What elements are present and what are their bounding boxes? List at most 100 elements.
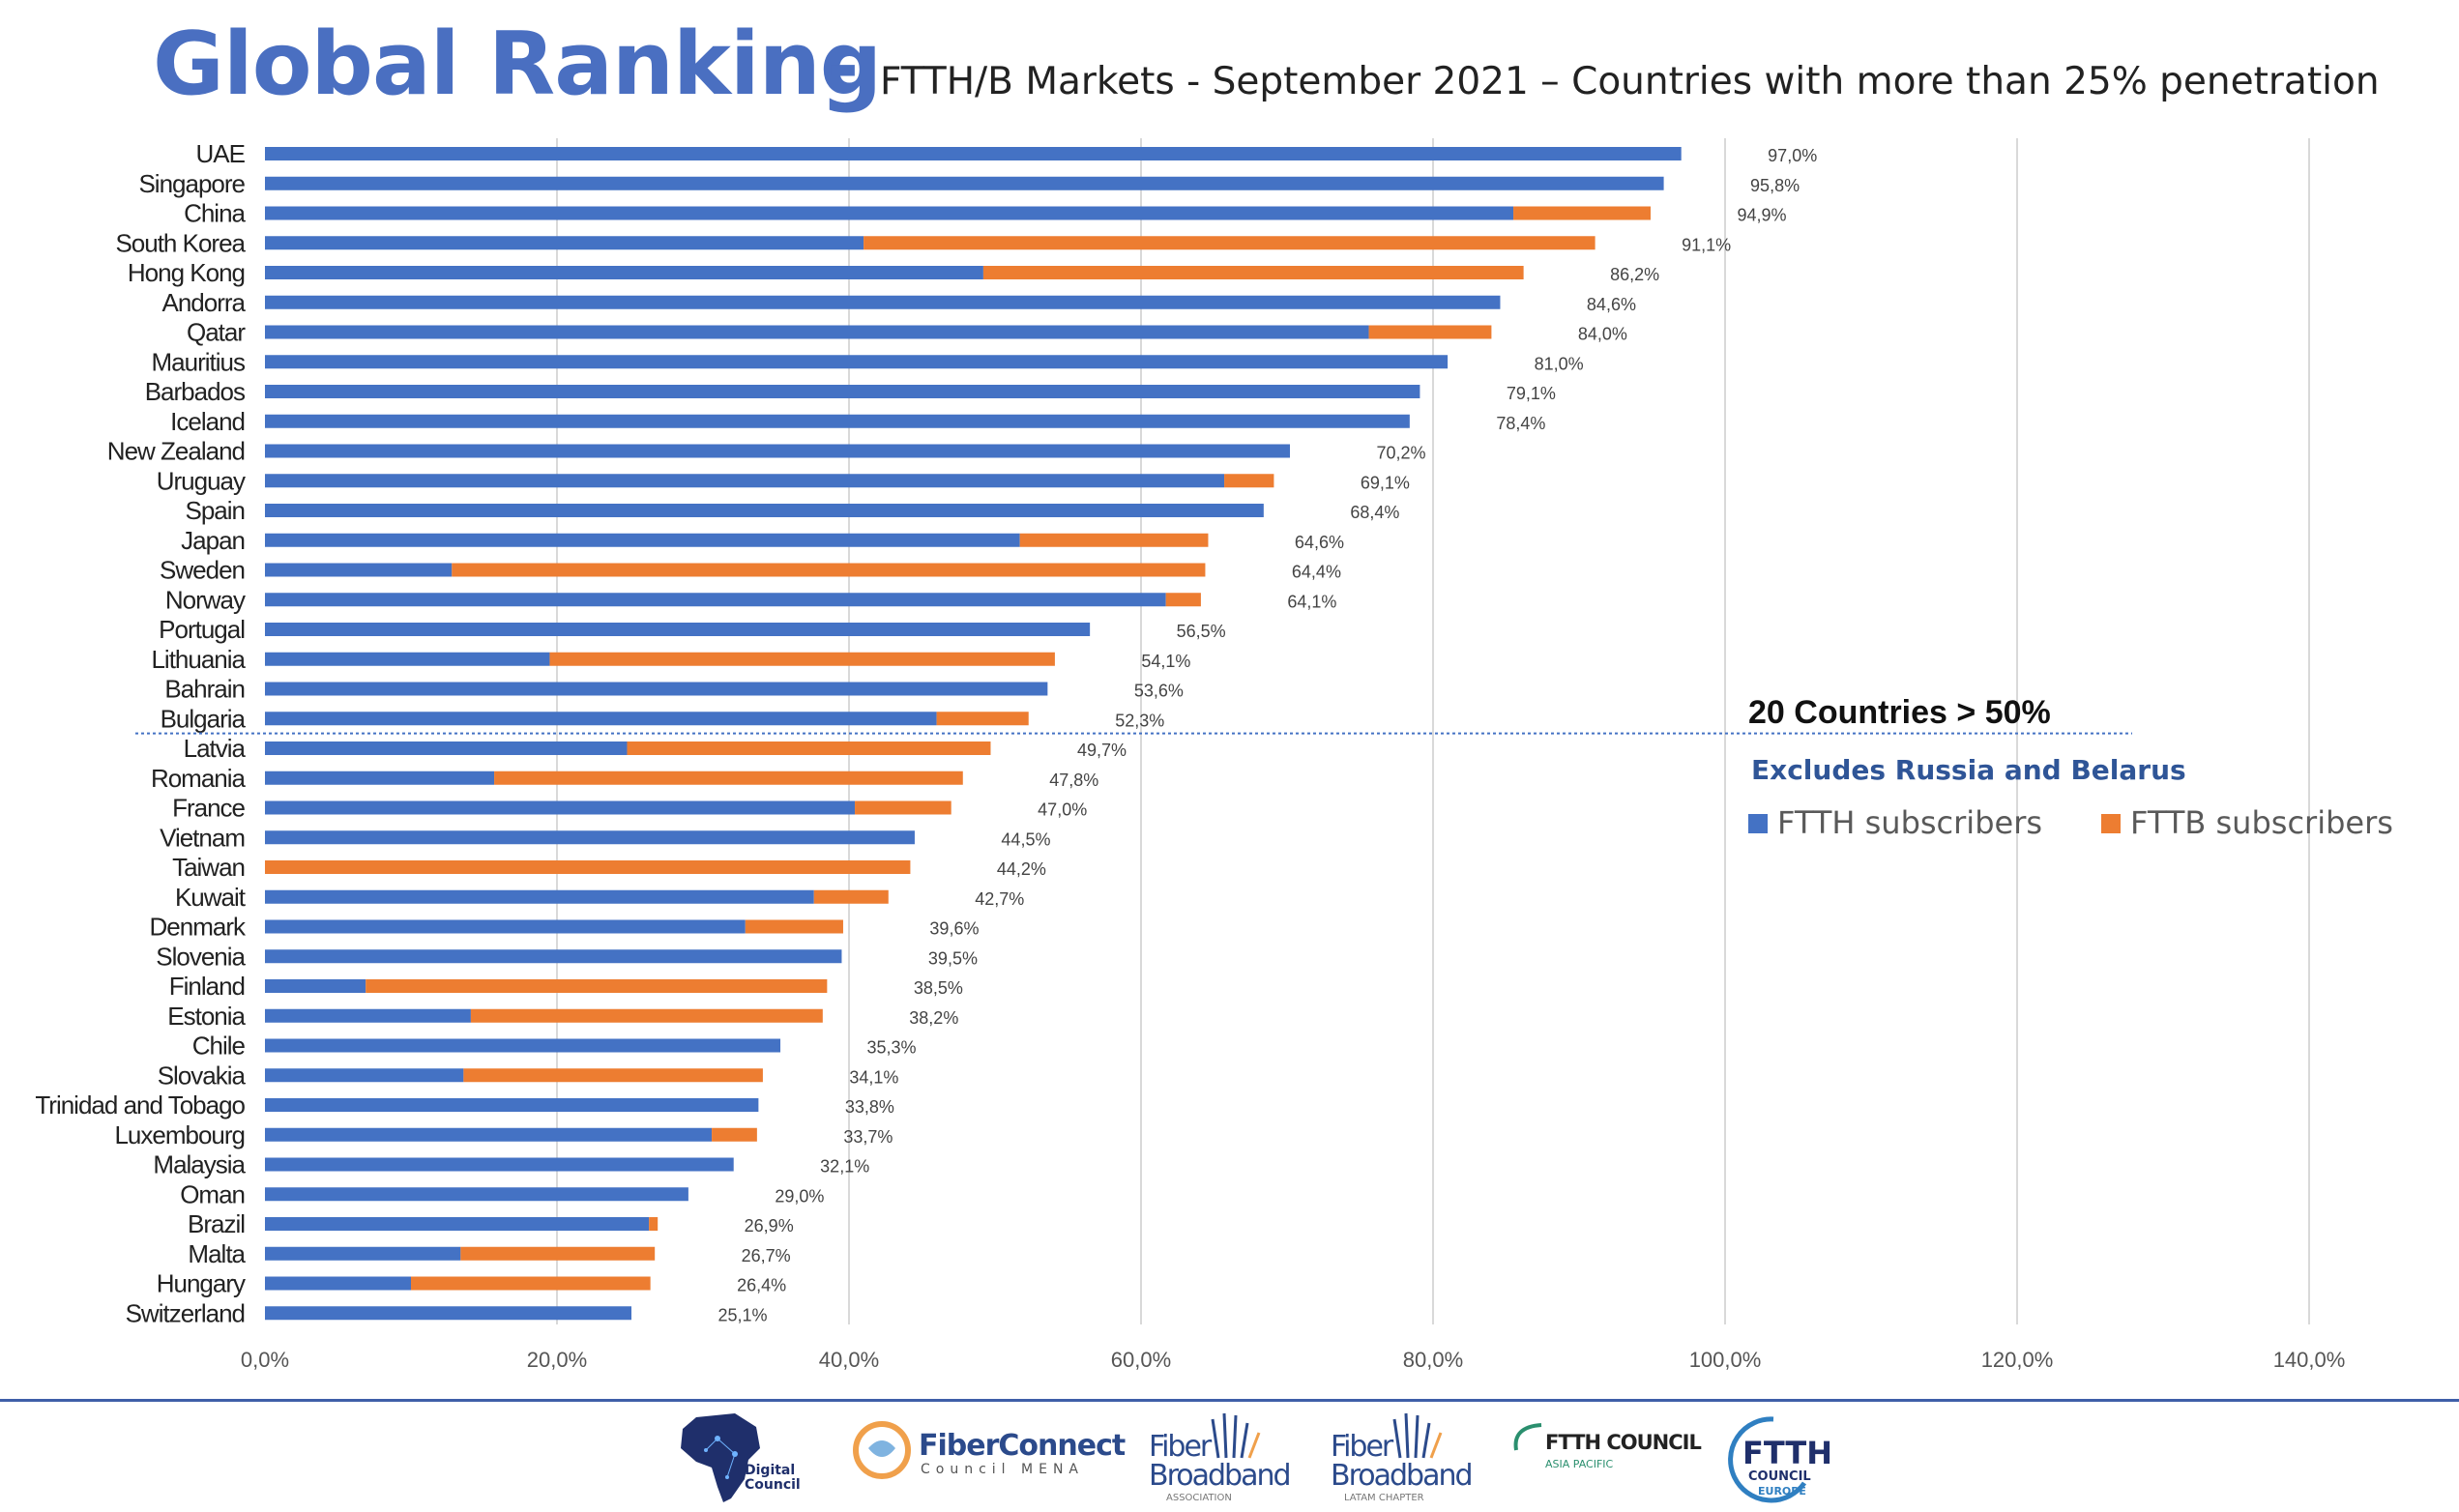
fiberconnect-logo-subtext: Council MENA: [921, 1462, 1084, 1477]
category-label: Latvia: [184, 734, 247, 763]
data-label: 25,1%: [717, 1305, 767, 1324]
data-label: 78,4%: [1496, 414, 1545, 433]
page-title: Global Ranking: [153, 14, 882, 115]
category-label: Hungary: [157, 1269, 246, 1298]
bar-fttb: [1224, 474, 1274, 488]
data-label: 64,4%: [1292, 563, 1341, 582]
fiberconnect-circle-icon: [853, 1421, 911, 1479]
ftth-council-apac-logo: FTTH COUNCIL ASIA PACIFIC: [1508, 1421, 1702, 1479]
fiberconnect-logo-text: FiberConnect: [919, 1429, 1126, 1463]
data-label: 94,9%: [1737, 206, 1786, 225]
x-tick-label: 40,0%: [819, 1348, 879, 1372]
bar-fttb: [864, 236, 1595, 250]
data-label: 47,0%: [1038, 800, 1087, 820]
data-label: 26,7%: [742, 1246, 791, 1265]
bar-ftth: [265, 147, 1682, 160]
category-label: Switzerland: [126, 1298, 245, 1327]
bar-ftth: [265, 593, 1166, 607]
data-label: 33,8%: [845, 1097, 894, 1117]
category-label: South Korea: [115, 228, 246, 257]
bar-ftth: [265, 266, 983, 279]
category-label: Taiwan: [172, 853, 245, 882]
category-label: Bulgaria: [161, 704, 247, 733]
data-label: 47,8%: [1049, 771, 1098, 790]
bar-ftth: [265, 712, 937, 726]
page-subtitle: FTTH/B Markets - September 2021 – Countr…: [880, 60, 2380, 103]
fiber-broadband-latam-logo: Fiber Broadband LATAM CHAPTER: [1331, 1411, 1485, 1503]
bar-fttb: [452, 563, 1206, 577]
data-label: 95,8%: [1750, 176, 1800, 195]
bar-fttb: [855, 800, 951, 815]
category-label: Slovakia: [158, 1061, 247, 1090]
data-label: 38,2%: [909, 1008, 958, 1028]
annotation-note: Excludes Russia and Belarus: [1751, 754, 2186, 786]
data-label: 39,5%: [928, 948, 978, 968]
data-label: 56,5%: [1177, 622, 1226, 641]
bar-ftth: [265, 414, 1410, 428]
bar-ftth: [265, 889, 814, 904]
category-label: Uruguay: [157, 466, 246, 495]
category-label: Brazil: [188, 1209, 245, 1238]
x-tick-label: 140,0%: [2273, 1348, 2346, 1372]
x-tick-label: 60,0%: [1111, 1348, 1171, 1372]
data-label: 69,1%: [1361, 473, 1410, 492]
ftth-council-europe-logo-text: FTTH: [1742, 1435, 1833, 1471]
category-label: Luxembourg: [114, 1120, 245, 1149]
bar-ftth: [265, 1306, 632, 1321]
data-label: 64,1%: [1287, 592, 1336, 611]
annotation-count: 20 Countries > 50%: [1748, 694, 2051, 731]
data-label: 42,7%: [975, 889, 1024, 909]
data-label: 81,0%: [1535, 354, 1584, 373]
x-tick-label: 100,0%: [1689, 1348, 1762, 1372]
bar-ftth: [265, 741, 628, 755]
digital-council-logo: Digital Council: [667, 1410, 803, 1506]
data-label: 64,6%: [1295, 533, 1344, 552]
x-tick-label: 0,0%: [241, 1348, 289, 1372]
legend-swatch: [2101, 814, 2121, 833]
bar-ftth: [265, 949, 842, 964]
data-label: 39,6%: [929, 919, 979, 939]
bar-ftth: [265, 1246, 461, 1261]
data-label: 52,3%: [1115, 711, 1164, 730]
category-label: Estonia: [167, 1002, 246, 1031]
bar-fttb: [936, 712, 1029, 726]
bar-fttb: [494, 771, 963, 785]
legend-swatch: [1748, 814, 1768, 833]
ftth-council-europe-logo-subtext2: EUROPE: [1758, 1485, 1806, 1497]
category-label: France: [172, 794, 245, 823]
bar-ftth: [265, 919, 746, 934]
bar-fttb: [813, 889, 889, 904]
category-label: Slovenia: [156, 942, 246, 971]
data-label: 29,0%: [775, 1186, 824, 1206]
bar-ftth: [265, 1127, 713, 1142]
data-label: 32,1%: [820, 1157, 869, 1177]
category-label: Romania: [151, 764, 247, 793]
x-tick-label: 80,0%: [1403, 1348, 1463, 1372]
fiber-broadband-association-logo: Fiber Broadband ASSOCIATION: [1149, 1411, 1303, 1503]
bar-ftth: [265, 1187, 688, 1202]
ftth-council-europe-logo-subtext: COUNCIL: [1748, 1469, 1811, 1484]
bar-ftth: [265, 295, 1501, 309]
bar-ftth: [265, 623, 1091, 636]
data-label: 84,0%: [1578, 325, 1627, 344]
bar-ftth: [265, 563, 453, 577]
bar-fttb: [411, 1276, 651, 1291]
bar-ftth: [265, 1008, 471, 1023]
fiber-broadband-association-logo-subtext: ASSOCIATION: [1166, 1493, 1232, 1503]
bar-fttb: [265, 860, 911, 874]
bar-ftth: [265, 444, 1291, 458]
fiber-broadband-association-logo-text: Fiber Broadband: [1149, 1430, 1292, 1493]
fiber-broadband-latam-logo-subtext: LATAM CHAPTER: [1344, 1493, 1424, 1503]
signal-fan-icon: [1211, 1412, 1261, 1459]
africa-map-icon: [681, 1413, 760, 1502]
category-label: Denmark: [150, 913, 247, 942]
bar-fttb: [366, 979, 828, 993]
bar-ftth: [265, 325, 1369, 339]
data-label: 38,5%: [914, 978, 963, 998]
bar-ftth: [265, 1038, 781, 1053]
x-tick-label: 120,0%: [1981, 1348, 2054, 1372]
bar-fttb: [745, 919, 843, 934]
bar-ftth: [265, 1068, 464, 1083]
bar-ftth: [265, 1276, 411, 1291]
data-label: 70,2%: [1376, 444, 1425, 463]
